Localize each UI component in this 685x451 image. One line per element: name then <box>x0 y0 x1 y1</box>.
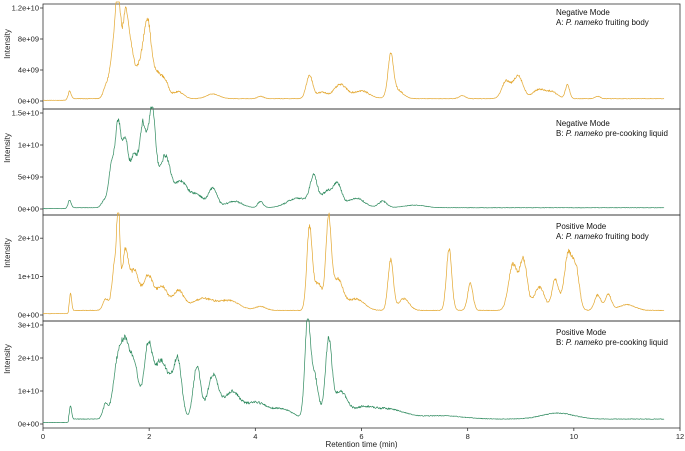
annotation-sample-type: fruiting body <box>603 232 649 241</box>
annotation-sample-type: pre-cooking liquid <box>603 338 668 347</box>
y-axis-title: Intensity <box>3 133 12 163</box>
chart-panel-1: 0e+00 4e+09 8e+09 1.2e+10 Intensity Negative … <box>3 1 681 110</box>
annotation-prefix: A: <box>556 232 566 241</box>
y-tick-label: 1.5e+10 <box>12 109 39 118</box>
y-tick-label: 5e+09 <box>18 173 39 182</box>
x-tick-label: 4 <box>253 432 257 441</box>
y-tick-label: 8e+09 <box>18 35 39 44</box>
annotation-species: P. nameko <box>566 18 604 27</box>
y-tick-label: 2e+10 <box>18 234 39 243</box>
x-tick-label: 6 <box>359 432 363 441</box>
x-tick-label: 2 <box>147 432 151 441</box>
x-tick-label: 10 <box>570 432 578 441</box>
y-axis-title: Intensity <box>3 344 12 374</box>
annotation-sample-type: pre-cooking liquid <box>603 129 668 138</box>
panel-annotation-sample: B: P. nameko pre-cooking liquid <box>556 338 668 347</box>
chromatogram-trace <box>43 212 665 315</box>
panels: 0e+00 4e+09 8e+09 1.2e+10 Intensity Negative … <box>3 1 681 429</box>
x-tick-label: 8 <box>466 432 470 441</box>
annotation-species: P. nameko <box>566 338 604 347</box>
panel-annotation-mode: Negative Mode <box>556 8 610 17</box>
panel-annotation-mode: Negative Mode <box>556 119 610 128</box>
x-tick-label: 12 <box>676 432 684 441</box>
annotation-species: P. nameko <box>566 232 604 241</box>
annotation-prefix: B: <box>556 338 566 347</box>
y-tick-label: 4e+09 <box>18 66 39 75</box>
panel-annotation-sample: B: P. nameko pre-cooking liquid <box>556 129 668 138</box>
y-tick-label: 0e+00 <box>18 97 39 106</box>
panel-annotation-sample: A: P. nameko fruiting body <box>556 18 649 27</box>
y-axis-title: Intensity <box>3 238 12 268</box>
y-axis-title: Intensity <box>3 29 12 59</box>
y-tick-label: 0e+00 <box>18 205 39 214</box>
panel-annotation-mode: Positive Mode <box>556 328 607 337</box>
y-tick-label: 0e+00 <box>18 420 39 429</box>
chart-panel-2: 0e+00 5e+09 1e+10 1.5e+10 Intensity Negative … <box>3 106 681 216</box>
y-tick-label: 1e+10 <box>18 272 39 281</box>
chart-panel-3: 0e+00 1e+10 2e+10 Intensity Positive ModeA: … <box>3 212 681 322</box>
y-tick-label: 1e+10 <box>18 141 39 150</box>
x-tick-label: 0 <box>41 432 45 441</box>
y-tick-label: 1.2e+10 <box>12 4 39 13</box>
x-axis: 0 2 4 6 8 10 12 Retention time (min) <box>41 428 684 449</box>
chart-panel-4: 0e+00 1e+10 2e+10 3e+10 Intensity Positive Mo… <box>3 318 681 429</box>
chromatogram-trace <box>42 1 665 101</box>
y-tick-label: 1e+10 <box>18 387 39 396</box>
y-tick-label: 0e+00 <box>18 311 39 320</box>
annotation-prefix: B: <box>556 129 566 138</box>
annotation-sample-type: fruiting body <box>603 18 649 27</box>
y-tick-label: 2e+10 <box>18 354 39 363</box>
panel-annotation-mode: Positive Mode <box>556 222 607 231</box>
annotation-prefix: A: <box>556 18 566 27</box>
annotation-species: P. nameko <box>566 129 604 138</box>
panel-annotation-sample: A: P. nameko fruiting body <box>556 232 649 241</box>
chromatogram-trace <box>42 318 665 424</box>
y-tick-label: 3e+10 <box>18 321 39 330</box>
chromatogram-trace <box>42 106 665 210</box>
x-axis-title: Retention time (min) <box>325 440 397 449</box>
